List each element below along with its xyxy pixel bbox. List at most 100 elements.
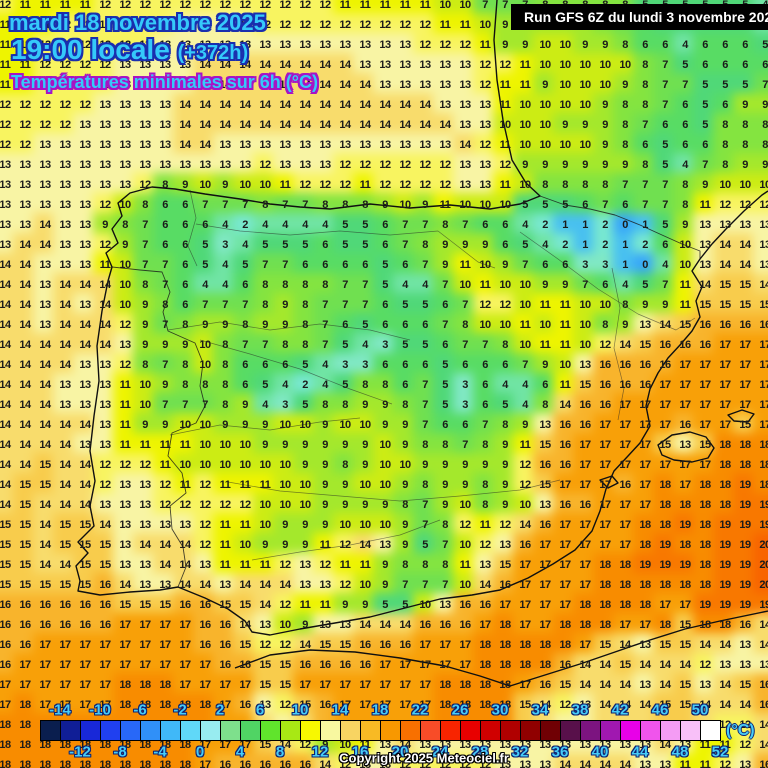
grid-temp-value: 7 bbox=[242, 339, 248, 351]
grid-temp-value: 12 bbox=[339, 159, 351, 171]
grid-temp-value: 17 bbox=[459, 639, 471, 651]
grid-temp-value: 19 bbox=[659, 539, 671, 551]
grid-temp-value: 19 bbox=[719, 599, 731, 611]
grid-temp-value: 13 bbox=[379, 59, 391, 71]
grid-temp-value: 6 bbox=[402, 319, 408, 331]
grid-temp-value: 14 bbox=[39, 439, 51, 451]
grid-temp-value: 12 bbox=[319, 0, 331, 11]
field-cell bbox=[153, 0, 177, 17]
grid-temp-value: 16 bbox=[219, 639, 231, 651]
grid-temp-value: 18 bbox=[119, 759, 131, 768]
grid-temp-value: 14 bbox=[539, 699, 551, 711]
grid-temp-value: 16 bbox=[559, 459, 571, 471]
grid-temp-value: 6 bbox=[682, 99, 688, 111]
grid-temp-value: 5 bbox=[522, 199, 528, 211]
grid-temp-value: 16 bbox=[199, 599, 211, 611]
grid-temp-value: 16 bbox=[619, 379, 631, 391]
grid-temp-value: 7 bbox=[462, 299, 468, 311]
grid-temp-value: 9 bbox=[162, 419, 168, 431]
grid-temp-value: 9 bbox=[642, 299, 648, 311]
grid-temp-value: 18 bbox=[659, 619, 671, 631]
grid-temp-value: 18 bbox=[759, 459, 768, 471]
grid-temp-value: 17 bbox=[559, 539, 571, 551]
grid-temp-value: 11 bbox=[459, 19, 471, 31]
grid-temp-value: 4 bbox=[542, 239, 548, 251]
grid-temp-value: 2 bbox=[242, 219, 248, 231]
grid-temp-value: 12 bbox=[19, 139, 31, 151]
grid-temp-value: 19 bbox=[759, 519, 768, 531]
grid-temp-value: 14 bbox=[379, 119, 391, 131]
grid-temp-value: 14 bbox=[0, 339, 11, 351]
grid-temp-value: 18 bbox=[679, 539, 691, 551]
grid-temp-value: 16 bbox=[639, 379, 651, 391]
grid-temp-value: 14 bbox=[359, 119, 371, 131]
grid-temp-value: 14 bbox=[359, 619, 371, 631]
grid-temp-value: 10 bbox=[679, 239, 691, 251]
grid-temp-value: 13 bbox=[19, 159, 31, 171]
date-title: mardi 18 novembre 2025 bbox=[9, 10, 266, 35]
grid-temp-value: 5 bbox=[362, 319, 368, 331]
grid-temp-value: 13 bbox=[139, 519, 151, 531]
grid-temp-value: 19 bbox=[719, 559, 731, 571]
field-cell bbox=[0, 13, 17, 37]
grid-temp-value: 17 bbox=[419, 719, 431, 731]
grid-temp-value: 13 bbox=[99, 359, 111, 371]
grid-temp-value: 5 bbox=[442, 359, 448, 371]
grid-temp-value: 14 bbox=[339, 99, 351, 111]
grid-temp-value: 9 bbox=[622, 79, 628, 91]
grid-temp-value: 17 bbox=[199, 659, 211, 671]
grid-temp-value: 13 bbox=[79, 139, 91, 151]
grid-temp-value: 9 bbox=[362, 499, 368, 511]
grid-temp-value: 6 bbox=[662, 239, 668, 251]
grid-temp-value: 9 bbox=[322, 479, 328, 491]
grid-temp-value: 17 bbox=[179, 679, 191, 691]
grid-temp-value: 4 bbox=[522, 219, 528, 231]
grid-temp-value: 12 bbox=[159, 499, 171, 511]
grid-temp-value: 13 bbox=[379, 79, 391, 91]
grid-temp-value: 12 bbox=[379, 179, 391, 191]
grid-temp-value: 11 bbox=[699, 199, 711, 211]
grid-temp-value: 11 bbox=[539, 339, 551, 351]
grid-temp-value: 15 bbox=[739, 299, 751, 311]
grid-temp-value: 13 bbox=[319, 159, 331, 171]
grid-temp-value: 14 bbox=[0, 319, 11, 331]
grid-temp-value: 13 bbox=[119, 179, 131, 191]
grid-temp-value: 16 bbox=[199, 639, 211, 651]
grid-temp-value: 9 bbox=[602, 119, 608, 131]
grid-temp-value: 17 bbox=[659, 399, 671, 411]
grid-temp-value: 9 bbox=[422, 199, 428, 211]
grid-temp-value: 9 bbox=[362, 399, 368, 411]
grid-temp-value: 9 bbox=[342, 439, 348, 451]
grid-temp-value: 11 bbox=[519, 439, 531, 451]
grid-temp-value: 14 bbox=[19, 439, 31, 451]
grid-temp-value: 10 bbox=[359, 519, 371, 531]
grid-temp-value: 7 bbox=[422, 419, 428, 431]
grid-temp-value: 8 bbox=[642, 159, 648, 171]
grid-temp-value: 14 bbox=[19, 419, 31, 431]
grid-temp-value: 4 bbox=[222, 279, 228, 291]
grid-temp-value: 18 bbox=[719, 459, 731, 471]
grid-temp-value: 14 bbox=[79, 339, 91, 351]
grid-temp-value: 13 bbox=[139, 99, 151, 111]
grid-temp-value: 14 bbox=[299, 99, 311, 111]
grid-temp-value: 12 bbox=[399, 159, 411, 171]
grid-temp-value: 17 bbox=[499, 599, 511, 611]
scale-unit-label: (°C) bbox=[726, 722, 755, 739]
grid-temp-value: 13 bbox=[479, 159, 491, 171]
grid-temp-value: 17 bbox=[559, 579, 571, 591]
grid-temp-value: 13 bbox=[19, 179, 31, 191]
grid-temp-value: 12 bbox=[299, 0, 311, 11]
grid-temp-value: 4 bbox=[502, 379, 508, 391]
grid-temp-value: 17 bbox=[339, 699, 351, 711]
grid-temp-value: 8 bbox=[562, 179, 568, 191]
grid-temp-value: 18 bbox=[539, 639, 551, 651]
grid-temp-value: 5 bbox=[242, 259, 248, 271]
grid-temp-value: 9 bbox=[382, 579, 388, 591]
grid-temp-value: 17 bbox=[639, 419, 651, 431]
grid-temp-value: 11 bbox=[499, 179, 511, 191]
grid-temp-value: 14 bbox=[19, 299, 31, 311]
grid-temp-value: 17 bbox=[79, 679, 91, 691]
grid-temp-value: 12 bbox=[199, 499, 211, 511]
time-title: 19:00 locale (+372h) bbox=[11, 34, 248, 66]
